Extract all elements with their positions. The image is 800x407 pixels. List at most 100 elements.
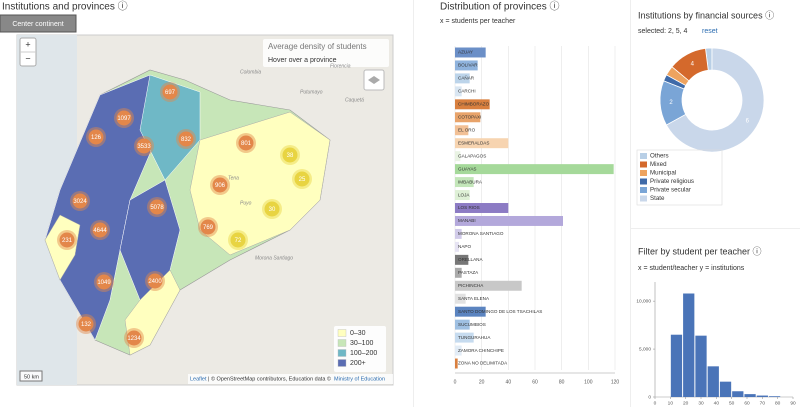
cluster-label: 1049 (97, 280, 111, 286)
bar[interactable] (455, 319, 470, 330)
histogram-bar[interactable] (695, 335, 707, 397)
bar[interactable] (455, 254, 469, 265)
bar[interactable] (455, 190, 470, 201)
histogram-bar[interactable] (683, 293, 695, 398)
bar[interactable] (455, 280, 522, 291)
histogram-bar[interactable] (768, 396, 781, 397)
legend-label: Private secular (650, 187, 691, 194)
bar[interactable] (455, 60, 478, 71)
x-tick-label: 60 (744, 400, 750, 406)
bar[interactable] (455, 306, 486, 317)
histogram-bar[interactable] (744, 394, 756, 397)
bar[interactable] (455, 228, 462, 239)
bar[interactable] (455, 125, 469, 136)
legend-label: State (650, 195, 665, 202)
center-button[interactable] (0, 14, 77, 33)
cluster-label: 1234 (127, 336, 141, 342)
histogram-bar[interactable] (756, 395, 768, 397)
legend-label: Others (650, 153, 669, 160)
cluster-marker[interactable] (149, 199, 165, 215)
cluster-marker[interactable] (238, 135, 254, 151)
cluster-marker[interactable] (178, 131, 194, 147)
province[interactable] (139, 74, 201, 181)
cluster-marker[interactable] (88, 129, 104, 145)
category-label: PASTAZA (458, 270, 479, 275)
layer-icon (368, 76, 380, 84)
bar[interactable] (455, 358, 458, 369)
histogram-bar[interactable] (719, 381, 732, 397)
bar[interactable] (455, 138, 509, 149)
x-tick-label: 60 (532, 379, 538, 385)
x-tick-label: 20 (683, 400, 689, 406)
legend-swatch (640, 195, 647, 202)
cluster-marker[interactable] (162, 84, 178, 100)
legend-label: Mixed (650, 161, 667, 168)
chart-title: Distribution of provinces ⓘ (440, 1, 560, 13)
cluster-label: 132 (81, 322, 92, 328)
bar[interactable] (455, 293, 466, 304)
cluster-marker[interactable] (96, 274, 112, 290)
x-tick-label: 70 (760, 400, 766, 406)
bar[interactable] (455, 267, 462, 278)
info-box (263, 39, 389, 67)
bar[interactable] (455, 99, 490, 110)
histogram-bar[interactable] (670, 334, 683, 397)
legend-label: Municipal (650, 170, 676, 177)
bar[interactable] (455, 215, 563, 226)
attribution-box (188, 374, 393, 384)
cluster-marker[interactable] (282, 147, 298, 163)
divider (413, 0, 414, 407)
zoom-out[interactable]: − (25, 53, 30, 63)
attribution-link[interactable]: Ministry of Education (334, 376, 385, 382)
bar[interactable] (455, 177, 474, 188)
bar[interactable] (455, 241, 459, 252)
bar[interactable] (455, 345, 462, 356)
bar[interactable] (455, 47, 486, 58)
category-label: TUNGURAHUA (458, 335, 491, 340)
zoom-in[interactable]: + (25, 39, 30, 49)
bar[interactable] (455, 151, 461, 162)
reset-link[interactable]: reset (702, 28, 718, 35)
cluster-marker[interactable] (116, 110, 132, 126)
bar[interactable] (455, 73, 470, 84)
bar[interactable] (455, 112, 481, 123)
x-tick-label: 0 (654, 400, 657, 406)
histogram-bar[interactable] (707, 366, 719, 397)
attribution-link[interactable]: Leaflet (190, 376, 207, 382)
pie-slice[interactable] (665, 47, 765, 153)
x-tick-label: 90 (790, 400, 796, 406)
cluster-label: 697 (165, 90, 176, 96)
province[interactable] (44, 214, 81, 281)
histogram-bar[interactable] (732, 391, 744, 397)
category-label: PICHINCHA (458, 283, 484, 288)
x-tick-label: 50 (729, 400, 735, 406)
x-tick-label: 40 (714, 400, 720, 406)
cluster-marker[interactable] (212, 177, 228, 193)
x-tick-label: 30 (698, 400, 704, 406)
bar[interactable] (455, 203, 509, 213)
cluster-marker[interactable] (126, 330, 142, 346)
cluster-marker[interactable] (72, 193, 88, 209)
category-label: CHIMBORAZO (458, 102, 490, 107)
cluster-marker[interactable] (136, 138, 152, 154)
cluster-marker[interactable] (200, 219, 216, 235)
legend-swatch (640, 153, 647, 159)
cluster-label: 906 (215, 183, 226, 189)
bar[interactable] (455, 86, 462, 97)
cluster-marker[interactable] (230, 232, 246, 248)
cluster-label: 1097 (117, 116, 131, 122)
cluster-marker[interactable] (294, 171, 310, 187)
cluster-label: 126 (91, 135, 102, 141)
x-tick-label: 100 (584, 379, 593, 385)
scale-bar (19, 370, 43, 382)
bar[interactable] (455, 332, 474, 343)
province[interactable] (189, 111, 331, 256)
button-label[interactable]: Center continent (12, 21, 63, 28)
category-label: MANABI (458, 218, 476, 223)
cluster-marker[interactable] (92, 222, 108, 238)
cluster-marker[interactable] (147, 273, 163, 289)
cluster-marker[interactable] (78, 316, 94, 332)
cluster-marker[interactable] (59, 232, 75, 248)
cluster-marker[interactable] (264, 201, 280, 217)
bar[interactable] (455, 164, 614, 175)
